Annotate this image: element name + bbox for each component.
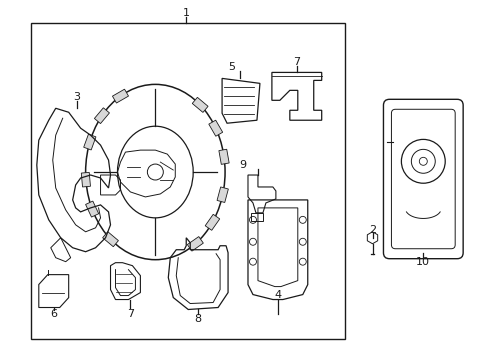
Polygon shape [205, 214, 219, 230]
Polygon shape [102, 231, 118, 247]
Text: 10: 10 [415, 257, 429, 267]
Text: 1: 1 [183, 8, 189, 18]
Bar [31, 23, 344, 339]
Polygon shape [85, 201, 99, 217]
Polygon shape [208, 120, 222, 136]
Text: 8: 8 [194, 314, 202, 324]
Polygon shape [187, 237, 203, 251]
Text: 3: 3 [73, 92, 80, 102]
Text: 6: 6 [50, 310, 57, 319]
Text: 9: 9 [239, 160, 246, 170]
Text: 4: 4 [274, 289, 281, 300]
Polygon shape [219, 149, 229, 165]
Text: 5: 5 [228, 62, 235, 72]
Polygon shape [217, 187, 228, 202]
Polygon shape [192, 97, 208, 112]
Text: 7: 7 [293, 58, 300, 67]
Polygon shape [83, 134, 96, 150]
Text: 7: 7 [126, 310, 134, 319]
Polygon shape [81, 172, 90, 187]
Polygon shape [112, 89, 128, 103]
Polygon shape [94, 108, 109, 123]
Text: 2: 2 [368, 225, 375, 235]
Bar [250, 213, 263, 221]
